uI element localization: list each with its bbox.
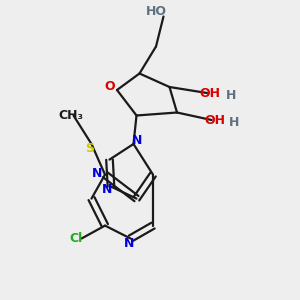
- Text: HO: HO: [146, 4, 167, 18]
- Text: N: N: [92, 167, 102, 180]
- Text: N: N: [102, 183, 112, 196]
- Text: N: N: [124, 237, 134, 250]
- Text: Cl: Cl: [70, 232, 83, 245]
- Text: O: O: [104, 80, 115, 94]
- Text: H: H: [229, 116, 239, 130]
- Text: S: S: [85, 142, 94, 155]
- Text: OH: OH: [200, 86, 220, 100]
- Text: H: H: [226, 89, 236, 103]
- Text: OH: OH: [204, 113, 225, 127]
- Text: N: N: [132, 134, 142, 147]
- Text: CH₃: CH₃: [58, 109, 83, 122]
